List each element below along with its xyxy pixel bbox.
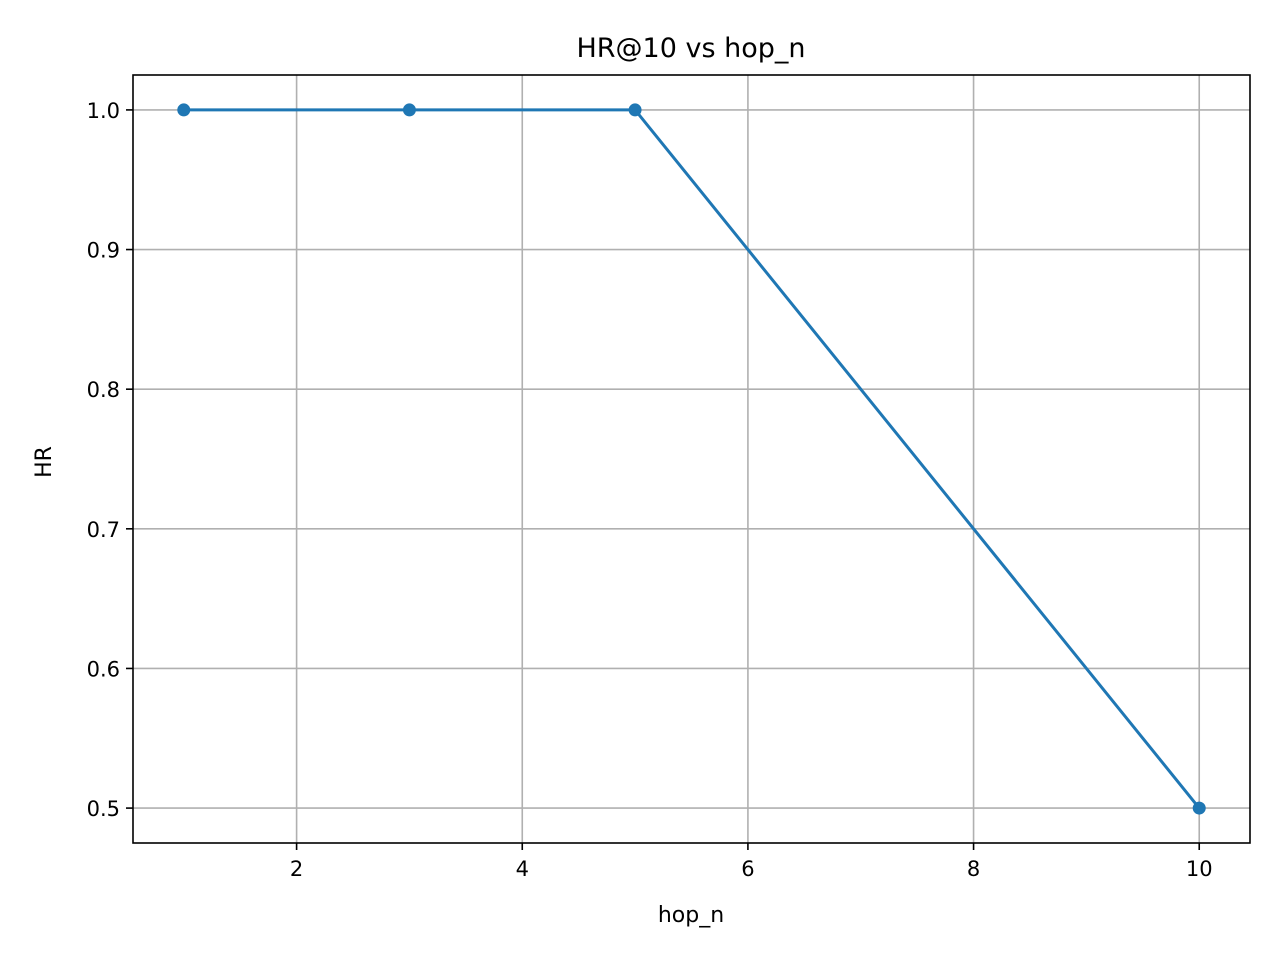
y-tick-label: 0.6: [87, 657, 120, 681]
data-point: [628, 103, 642, 117]
series-line: [182, 108, 1202, 811]
x-axis-label: hop_n: [658, 903, 724, 928]
plot-frame: [132, 74, 1251, 844]
y-tick-label: 0.9: [87, 239, 120, 263]
y-tick-label: 0.7: [87, 518, 120, 542]
x-tick-label: 8: [967, 857, 980, 881]
y-tick-label: 1.0: [87, 99, 120, 123]
y-tick-label: 0.5: [87, 797, 120, 821]
series-layer: [177, 103, 1206, 815]
data-point: [402, 103, 416, 117]
y-axis-ticks: 0.5 0.6 0.7 0.8 0.9 1.0: [87, 99, 133, 821]
y-tick-label: 0.8: [87, 378, 120, 402]
x-tick-label: 6: [741, 857, 754, 881]
x-tick-label: 4: [516, 857, 529, 881]
data-point: [177, 103, 191, 117]
data-point: [1192, 801, 1206, 815]
x-axis-ticks: 2 4 6 8 10: [290, 843, 1213, 881]
x-tick-label: 2: [290, 857, 303, 881]
y-axis-label: HR: [32, 446, 57, 478]
chart-title: HR@10 vs hop_n: [576, 33, 805, 64]
x-tick-label: 10: [1186, 857, 1213, 881]
